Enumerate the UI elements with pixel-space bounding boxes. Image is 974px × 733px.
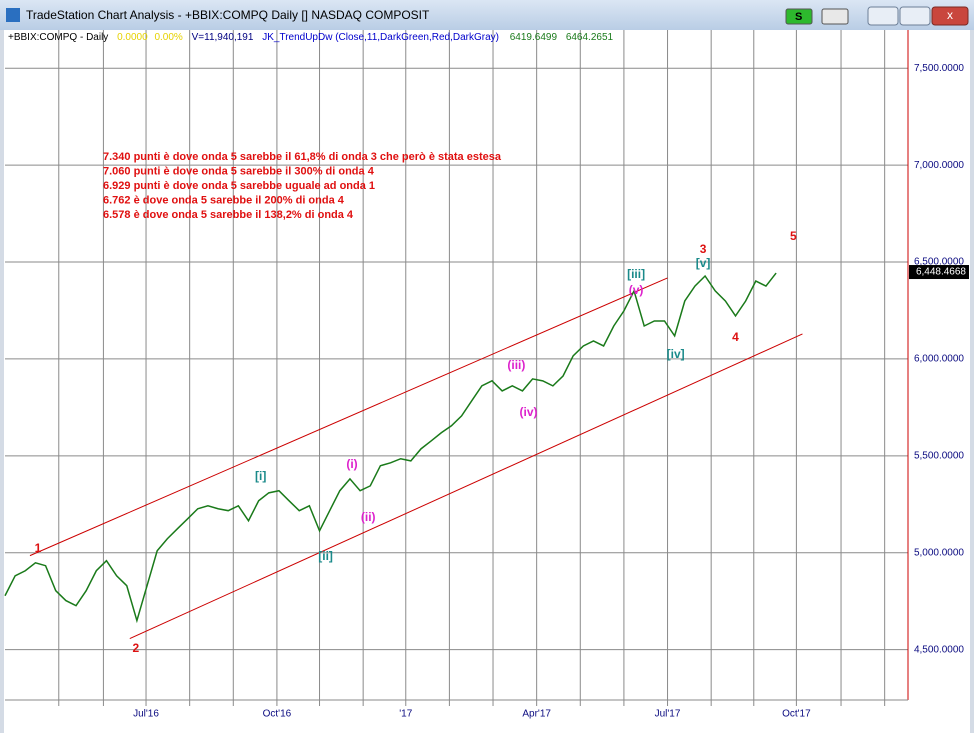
channel-line	[129, 333, 803, 640]
y-tick-label: 7,500.0000	[914, 63, 964, 74]
indicator: JK_TrendUpDw (Close,11,DarkGreen,Red,Dar…	[262, 32, 499, 43]
x-tick-label: '17	[399, 709, 412, 720]
chart-background	[4, 30, 970, 733]
app-icon	[6, 8, 20, 22]
y-tick-label: 5,000.0000	[914, 547, 964, 558]
wave-label: (v)	[629, 283, 644, 297]
x-tick-label: Apr'17	[522, 709, 551, 720]
wave-label: (iv)	[520, 405, 538, 419]
note: 6.578 è dove onda 5 sarebbe il 138,2% di…	[103, 209, 354, 221]
wave-label: (i)	[346, 457, 357, 471]
wave-label: (iii)	[507, 358, 525, 372]
window-menu-button[interactable]	[821, 8, 849, 25]
y-tick-label: 6,000.0000	[914, 354, 964, 365]
minimize-button[interactable]	[867, 6, 899, 26]
wave-label: [v]	[696, 256, 711, 270]
maximize-button[interactable]	[899, 6, 931, 26]
x-tick-label: Oct'16	[263, 709, 292, 720]
y-tick-label: 5,500.0000	[914, 450, 964, 461]
close-button[interactable]	[931, 6, 969, 26]
wave-label: [i]	[255, 469, 266, 483]
note: 6.929 punti è dove onda 5 sarebbe uguale…	[103, 180, 375, 192]
change: 0.0000	[117, 32, 148, 43]
y-tick-label: 7,000.0000	[914, 160, 964, 171]
channel-line	[29, 277, 668, 557]
y-tick-label: 6,500.0000	[914, 257, 964, 268]
indicator-value: 6464.2651	[566, 32, 614, 43]
wave-label: [iv]	[667, 347, 685, 361]
wave-label: 1	[35, 541, 42, 555]
symbol-link-button[interactable]	[785, 8, 813, 25]
indicator-value: 6419.6499	[510, 32, 558, 43]
button-glyph: S	[795, 11, 802, 23]
x-tick-label: Jul'17	[655, 709, 681, 720]
x-tick-label: Jul'16	[133, 709, 159, 720]
wave-label: 4	[732, 330, 739, 344]
last-price-box	[909, 265, 969, 280]
note: 6.762 è dove onda 5 sarebbe il 200% di o…	[103, 194, 345, 206]
wave-label: 2	[133, 641, 140, 655]
change-pct: 0.00%	[154, 32, 182, 43]
wave-label: [iii]	[627, 267, 645, 281]
window-title: TradeStation Chart Analysis - +BBIX:COMP…	[26, 8, 430, 22]
y-tick-label: 4,500.0000	[914, 644, 964, 655]
symbol: +BBIX:COMPQ - Daily	[8, 32, 108, 43]
wave-label: [ii]	[318, 549, 333, 563]
plot: Jul'16 Oct'16 '17 Apr'17 Jul'17 Oct'17 4,500.0…	[4, 30, 969, 720]
wave-label: (ii)	[361, 510, 376, 524]
wave-label: 3	[700, 242, 707, 256]
last-price-label: 6,448.4668	[916, 267, 966, 278]
close-glyph: x	[947, 8, 953, 22]
note: 7.340 punti è dove onda 5 sarebbe il 61,…	[103, 151, 502, 163]
wave-label: 5	[790, 229, 797, 243]
price-line	[4, 272, 777, 624]
volume: V=11,940,191	[192, 32, 254, 43]
note: 7.060 punti è dove onda 5 sarebbe il 300…	[103, 165, 375, 177]
info-line: +BBIX:COMPQ - Daily 0.0000 0.00% V=11,94…	[8, 32, 614, 43]
x-tick-label: Oct'17	[782, 709, 811, 720]
